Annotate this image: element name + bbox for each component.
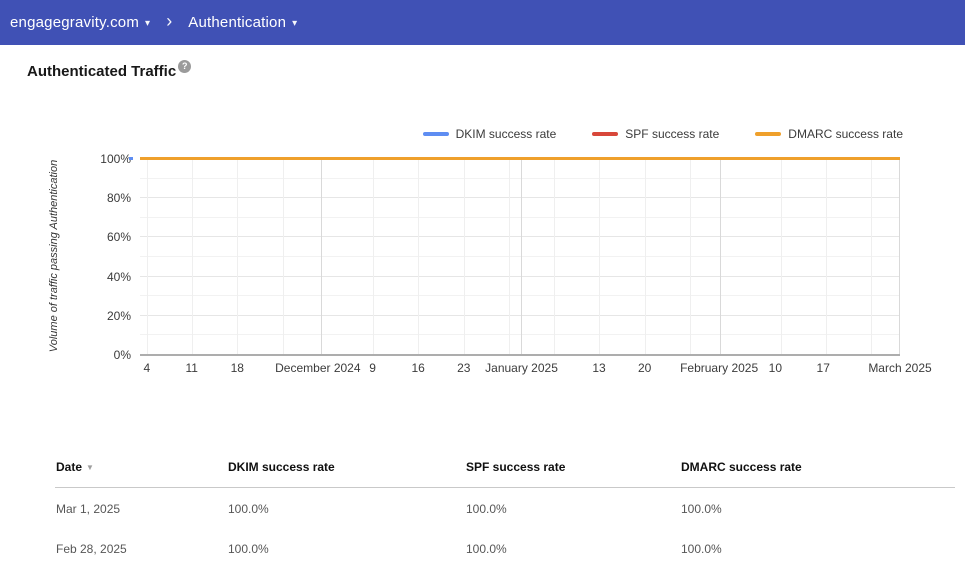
vertical-gridline	[599, 158, 601, 354]
vertical-gridline	[237, 158, 239, 354]
column-header-dmarc-success-rate[interactable]: DMARC success rate	[681, 460, 802, 474]
legend-line-swatch	[755, 132, 782, 136]
horizontal-gridline	[140, 314, 900, 316]
x-tick-label-day: 20	[637, 361, 652, 375]
daily-authentication-table: Date ▼ DKIM success rate SPF success rate DM…	[0, 450, 965, 556]
row-value-cell: 100.0%	[681, 542, 722, 556]
legend-item: SPF success rate	[592, 127, 719, 141]
x-tick-label-day: 13	[592, 361, 606, 375]
horizontal-gridline	[140, 216, 900, 218]
y-tick-label: 40%	[106, 269, 131, 284]
section-dropdown-label: Authentication	[188, 14, 287, 31]
vertical-gridline	[146, 158, 148, 354]
horizontal-gridline	[140, 177, 900, 179]
table-row: Feb 28, 2025 100.0% 100.0% 100.0%	[0, 542, 965, 556]
vertical-gridline	[554, 158, 556, 354]
legend-line-swatch	[592, 132, 619, 136]
y-tick-label: 60%	[106, 230, 131, 245]
horizontal-gridline	[140, 295, 900, 297]
domain-dropdown-label: engagegravity.com	[10, 14, 140, 31]
legend-item: DMARC success rate	[755, 127, 903, 141]
legend-item: DKIM success rate	[422, 127, 557, 141]
month-boundary-gridline	[520, 158, 522, 354]
y-axis-tick-labels: 100% 80% 60% 40% 20% 0%	[0, 152, 131, 362]
x-tick-label-day: 9	[369, 361, 376, 375]
chart-plot-area	[129, 157, 900, 356]
horizontal-gridline	[140, 236, 900, 238]
column-header-dkim-success-rate[interactable]: DKIM success rate	[228, 460, 335, 474]
x-tick-label-day: 17	[816, 361, 830, 375]
x-tick-label-day: 16	[411, 361, 425, 375]
top-nav-bar: engagegravity.com ▾ › Authentication ▾	[0, 0, 965, 45]
x-tick-label-month: February 2025	[680, 361, 759, 375]
x-tick-label-day: 11	[185, 361, 198, 375]
horizontal-gridline	[140, 275, 900, 277]
y-tick-label: 20%	[106, 308, 131, 323]
chevron-down-icon: ▾	[145, 18, 151, 29]
legend-line-swatch	[422, 132, 449, 136]
vertical-gridline	[780, 158, 782, 354]
section-dropdown[interactable]: Authentication ▾	[188, 14, 297, 31]
series-line-left-cap	[129, 157, 133, 160]
row-date-cell: Feb 28, 2025	[56, 542, 127, 556]
vertical-gridline	[191, 158, 193, 354]
legend-label: SPF success rate	[625, 127, 720, 141]
horizontal-gridline	[140, 354, 900, 356]
horizontal-gridline	[140, 197, 900, 199]
y-tick-label: 80%	[106, 191, 131, 206]
row-value-cell: 100.0%	[228, 542, 269, 556]
vertical-gridline	[509, 158, 511, 354]
vertical-gridline	[418, 158, 420, 354]
row-date-cell: Mar 1, 2025	[56, 502, 121, 516]
x-axis-tick-labels: 4 11 18 December 2024 9 16 23 January 2025 13 20 F…	[140, 361, 931, 377]
table-row: Mar 1, 2025 100.0% 100.0% 100.0%	[0, 502, 965, 516]
vertical-gridline	[690, 158, 692, 354]
sort-descending-icon: ▼	[86, 463, 94, 472]
y-tick-label: 100%	[100, 152, 131, 166]
x-tick-label-month: March 2025	[868, 361, 932, 375]
row-value-cell: 100.0%	[228, 502, 269, 516]
x-tick-label-day: 23	[457, 361, 471, 375]
horizontal-gridline	[140, 334, 900, 336]
table-header-row: Date ▼ DKIM success rate SPF success rate DM…	[0, 450, 965, 487]
y-tick-label: 0%	[113, 348, 131, 362]
x-tick-label-day: 4	[143, 361, 151, 375]
vertical-gridline	[871, 158, 873, 354]
month-boundary-gridline	[321, 158, 323, 354]
row-value-cell: 100.0%	[681, 502, 722, 516]
x-tick-label-month: December 2024	[275, 361, 361, 375]
vertical-gridline	[825, 158, 827, 354]
vertical-gridline	[282, 158, 284, 354]
horizontal-gridline	[140, 256, 900, 257]
page-title: Authenticated Traffic	[27, 63, 177, 80]
month-boundary-gridline	[899, 158, 900, 354]
domain-dropdown[interactable]: engagegravity.com ▾	[10, 14, 150, 31]
month-boundary-gridline	[720, 158, 722, 354]
series-line-dmarc	[140, 157, 900, 160]
legend-label: DKIM success rate	[455, 127, 557, 141]
vertical-gridline	[463, 158, 465, 354]
vertical-gridline	[644, 158, 646, 354]
help-icon[interactable]: ?	[178, 60, 192, 73]
column-header-spf-success-rate[interactable]: SPF success rate	[466, 460, 566, 474]
vertical-gridline	[372, 158, 374, 354]
chevron-down-icon: ▾	[292, 18, 298, 29]
breadcrumb-separator-icon: ›	[166, 11, 173, 31]
x-tick-label-day: 18	[230, 361, 244, 375]
column-header-date[interactable]: Date ▼	[56, 460, 94, 474]
x-tick-label-day: 10	[768, 361, 783, 375]
row-value-cell: 100.0%	[466, 542, 507, 556]
x-tick-label-month: January 2025	[485, 361, 558, 375]
legend-label: DMARC success rate	[788, 127, 903, 141]
page-title-row: Authenticated Traffic ?	[27, 60, 192, 80]
chart-legend: DKIM success rate SPF success rate DMARC s…	[422, 127, 903, 141]
row-value-cell: 100.0%	[466, 502, 507, 516]
table-header-divider	[55, 487, 955, 488]
